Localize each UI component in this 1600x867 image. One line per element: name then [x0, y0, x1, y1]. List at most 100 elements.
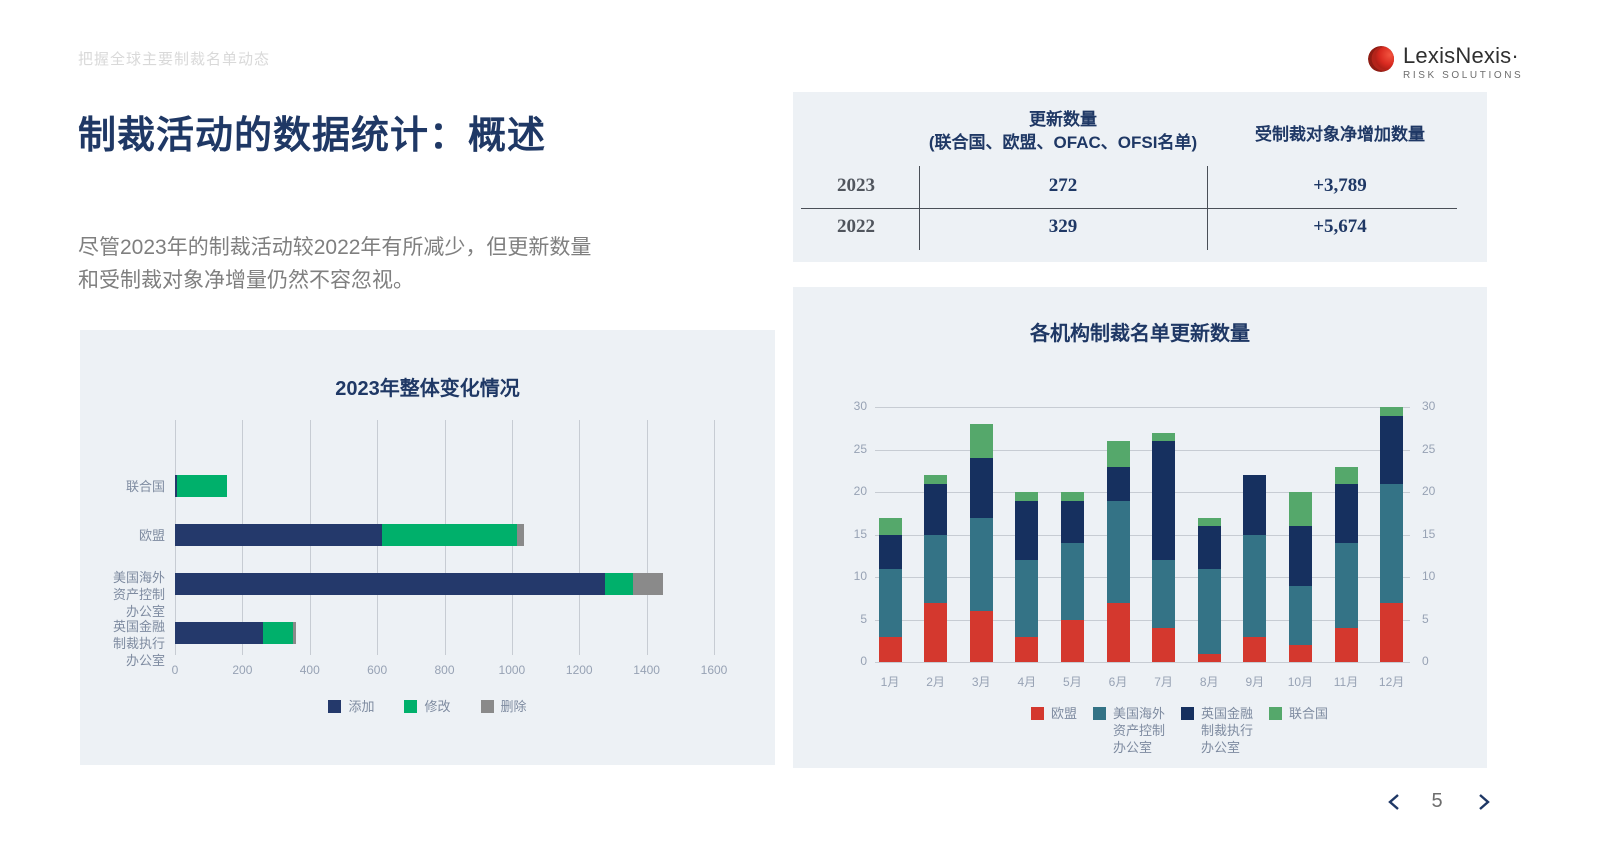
month-label: 3月: [971, 675, 991, 689]
y-tick-label-right-25: 25: [1422, 441, 1436, 456]
x-tick-label-200: 200: [232, 663, 253, 677]
legend-item: 联合国: [1269, 705, 1328, 722]
y-tick-label-left-15: 15: [853, 526, 867, 541]
bar-segment: [1288, 585, 1312, 645]
y-tick-label-right-30: 30: [1422, 399, 1436, 413]
legend-item: 英国金融 制裁执行 办公室: [1181, 705, 1253, 756]
page-number: 5: [1431, 790, 1443, 812]
left-chart-title: 2023年整体变化情况: [335, 378, 520, 400]
x-tick-label-600: 600: [367, 663, 388, 677]
bar-segment: [292, 622, 297, 644]
summary-table-panel: 更新数量 (联合国、欧盟、OFAC、OFSI名单) 受制裁对象净增加数量 202…: [793, 92, 1487, 262]
month-label: 1月: [880, 675, 900, 689]
bar-segment: [1015, 500, 1039, 560]
bar-segment: [175, 573, 605, 595]
bar-segment: [516, 524, 524, 546]
legend-item: 美国海外 资产控制 办公室: [1093, 705, 1165, 756]
page-title: 制裁活动的数据统计：概述: [78, 115, 547, 157]
x-tick-label-1600: 1600: [700, 663, 728, 677]
bar-segment: [1106, 500, 1130, 603]
y-tick-label-right-5: 5: [1422, 611, 1429, 626]
legend-swatch: [328, 700, 342, 713]
gridline-y-0: [875, 662, 1410, 663]
bar-segment: [1060, 543, 1084, 620]
category-label: 英国金融 制裁执行 办公室: [112, 619, 165, 668]
bar-segment: [1152, 628, 1176, 662]
logo-name: LexisNexis·: [1403, 43, 1519, 68]
bar-segment: [969, 611, 993, 662]
x-tick-label-1000: 1000: [498, 663, 526, 677]
legend-item: 欧盟: [1031, 705, 1077, 722]
table-updates-2023: 272: [1048, 175, 1078, 196]
legend-swatch: [480, 700, 494, 713]
overall-change-chart-panel: 2023年整体变化情况 0 200 400 600 800 1000 1200 1400 160…: [80, 330, 775, 765]
bar-segment: [175, 475, 177, 497]
monthly-updates-chart-panel: 各机构制裁名单更新数量 0 0 5 5 10 10 15 15 20 20 25 25 30 30 1月 2月…: [793, 287, 1487, 768]
bar-segment: [1015, 492, 1039, 501]
gridline-y-15: [875, 534, 1410, 536]
bar-segment: [1243, 636, 1267, 662]
right-chart-plot: 0 0 5 5 10 10 15 15 20 20 25 25 30 30 1月 2月 3月 4月 5月 6月 7月 8月…: [793, 287, 1487, 768]
logo-tagline: RISK SOLUTIONS: [1403, 70, 1524, 81]
legend-swatch: [1093, 707, 1107, 720]
month-label: 6月: [1108, 675, 1128, 689]
legend-label: 英国金融 制裁执行 办公室: [1201, 706, 1254, 755]
gridline-x-1200: [579, 420, 581, 655]
table-col2-header: 受制裁对象净增加数量: [1255, 125, 1425, 144]
bar-segment: [633, 573, 664, 595]
bar-segment: [604, 573, 634, 595]
gridline-y-20: [875, 492, 1410, 493]
bar-segment: [969, 517, 993, 611]
category-label: 美国海外 资产控制 办公室: [112, 570, 165, 619]
table-col1-header-line1: 更新数量: [1029, 110, 1097, 129]
y-tick-label-left-0: 0: [860, 654, 867, 668]
bar-segment: [1015, 636, 1039, 662]
bar-segment: [1197, 653, 1221, 662]
table-col1-header-line2: (联合国、欧盟、OFAC、OFSI名单): [928, 133, 1198, 152]
y-tick-label-left-10: 10: [853, 569, 867, 583]
bar-segment: [1288, 492, 1312, 526]
gridline-y-5: [875, 619, 1410, 621]
legend-swatch: [1269, 707, 1283, 720]
y-tick-label-left-20: 20: [853, 484, 867, 498]
lexisnexis-logo: LexisNexis· RISK SOLUTIONS: [1366, 44, 1523, 81]
bar-segment: [1106, 441, 1130, 467]
gridline-x-1600: [714, 420, 715, 655]
right-chart-legend: 欧盟 美国海外 资产控制 办公室 英国金融 制裁执行 办公室 联合国: [1031, 705, 1328, 756]
bar-segment: [1380, 415, 1404, 484]
left-chart-legend: 添加 修改 删除: [80, 698, 775, 715]
bar-segment: [1060, 492, 1084, 501]
gridline-x-1400: [646, 420, 648, 655]
intro-paragraph: 尽管2023年的制裁活动较2022年有所减少，但更新数量 和受制裁对象净增量仍然…: [78, 231, 678, 297]
bar-segment: [1334, 628, 1358, 662]
bar-segment: [878, 517, 902, 535]
next-page-button[interactable]: [1476, 792, 1492, 812]
month-label: 8月: [1199, 675, 1219, 689]
month-label: 7月: [1154, 675, 1173, 689]
bar-segment: [1060, 619, 1084, 662]
bar-segment: [1015, 560, 1039, 637]
y-tick-label-left-5: 5: [860, 611, 867, 626]
legend-swatch: [1031, 707, 1044, 720]
month-label: 9月: [1245, 675, 1265, 689]
month-label: 5月: [1063, 675, 1082, 689]
right-chart-title: 各机构制裁名单更新数量: [1030, 323, 1250, 345]
bar-segment: [1197, 526, 1221, 569]
bar-segment: [878, 534, 902, 569]
intro-line-2: 和受制裁对象净增量仍然不容忽视。: [78, 269, 414, 292]
bar-segment: [175, 622, 264, 644]
y-tick-label-right-15: 15: [1422, 526, 1436, 541]
bar-segment: [263, 622, 293, 644]
bar-segment: [924, 475, 948, 484]
table-row-divider: [801, 208, 1457, 209]
bar-segment: [382, 524, 517, 546]
bar-segment: [969, 424, 993, 458]
prev-page-button[interactable]: [1386, 792, 1402, 812]
month-label: 4月: [1017, 675, 1037, 689]
bar-segment: [1288, 526, 1312, 586]
bar-segment: [1106, 466, 1130, 501]
legend-label: 修改: [424, 699, 451, 714]
month-label: 12月: [1378, 675, 1405, 689]
table-net-additions-2023: +3,789: [1313, 175, 1367, 196]
